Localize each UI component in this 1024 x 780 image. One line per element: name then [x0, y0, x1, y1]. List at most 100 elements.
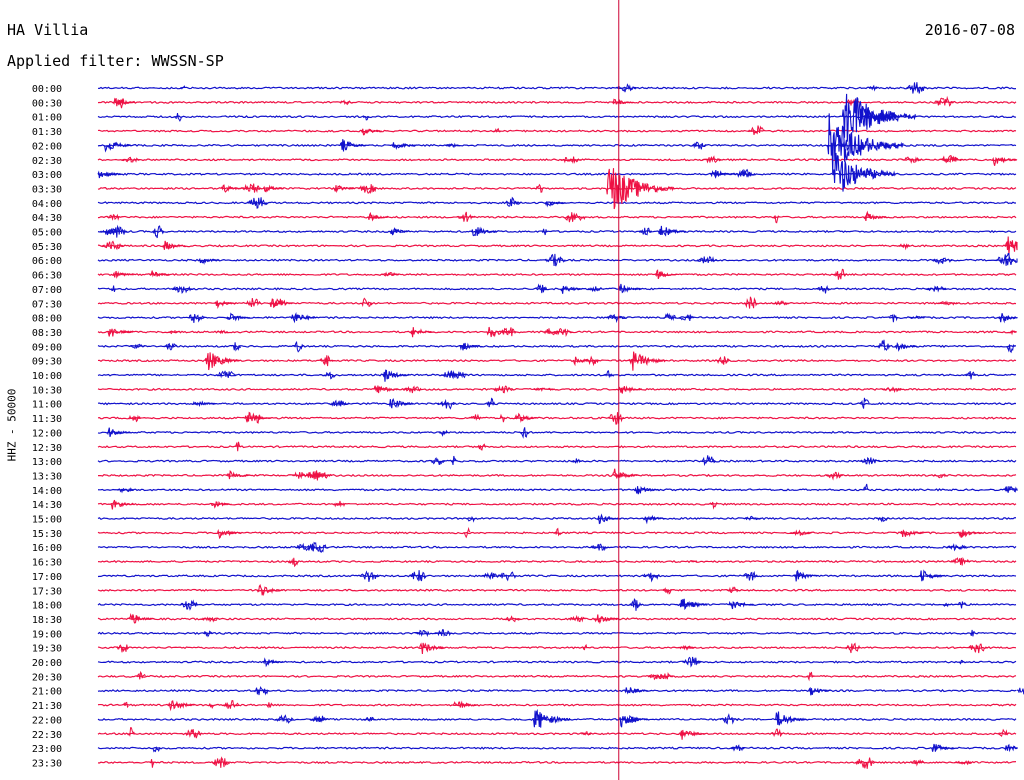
row-label-1600: 16:00	[32, 543, 62, 554]
trace-2330	[97, 760, 1017, 765]
event-1530-26.2	[900, 529, 924, 538]
noise-burst	[743, 296, 758, 309]
trace-0330	[97, 186, 1017, 190]
trace-1200	[97, 430, 1017, 434]
noise-burst	[932, 257, 953, 265]
row-label-1500: 15:00	[32, 515, 62, 526]
seismic-traces	[97, 82, 1024, 769]
event-0530-29.6	[1004, 236, 1018, 255]
noise-burst	[492, 127, 501, 133]
event-1200-0.3	[106, 427, 131, 437]
event-0500-18.3	[658, 225, 687, 237]
event-1500-16.3	[596, 513, 621, 525]
row-label-0500: 05:00	[32, 228, 62, 239]
trace-1330	[97, 473, 1017, 477]
trace-1900	[97, 631, 1017, 635]
noise-burst	[274, 714, 294, 724]
trace-1400	[97, 488, 1017, 492]
noise-burst	[415, 629, 430, 638]
noise-burst	[806, 671, 815, 682]
noise-burst	[910, 759, 925, 767]
noise-burst	[200, 616, 220, 623]
noise-burst	[876, 516, 890, 523]
event-1800-19	[679, 598, 708, 611]
noise-burst	[908, 315, 925, 320]
noise-burst	[552, 327, 574, 338]
noise-burst	[543, 328, 560, 336]
event-1400-17.5	[633, 485, 659, 495]
noise-burst	[957, 601, 967, 609]
row-label-1230: 12:30	[32, 443, 62, 454]
row-label-0700: 07:00	[32, 285, 62, 296]
noise-burst	[504, 196, 521, 207]
row-label-2100: 21:00	[32, 687, 62, 698]
event-0730-5.6	[269, 298, 293, 309]
trace-0900	[97, 344, 1017, 348]
event-1830-16.2	[594, 614, 619, 625]
noise-burst	[950, 556, 972, 566]
row-label-1200: 12:00	[32, 428, 62, 439]
applied-filter: Applied filter: WWSSN-SP	[7, 52, 224, 70]
noise-burst	[585, 355, 599, 367]
trace-0130	[97, 129, 1017, 133]
noise-burst	[581, 731, 593, 736]
noise-burst	[743, 515, 762, 521]
noise-burst	[816, 284, 830, 294]
noise-burst	[128, 414, 141, 423]
row-label-2000: 20:00	[32, 658, 62, 669]
trace-2000	[97, 660, 1017, 664]
event-1400-29.6	[1004, 485, 1018, 493]
trace-1700	[97, 574, 1017, 578]
noise-burst	[789, 529, 812, 537]
row-label-1630: 16:30	[32, 558, 62, 569]
row-label-2200: 22:00	[32, 715, 62, 726]
row-label-1800: 18:00	[32, 601, 62, 612]
event-0330-4	[220, 184, 243, 193]
noise-burst	[438, 429, 449, 437]
noise-burst	[662, 587, 672, 595]
trace-1500	[97, 516, 1017, 521]
event-1530-28.1	[958, 529, 983, 539]
noise-burst	[715, 356, 730, 365]
row-label-0230: 02:30	[32, 156, 62, 167]
noise-burst	[730, 744, 745, 752]
event-0700-15.1	[560, 285, 583, 294]
noise-burst	[541, 228, 548, 236]
noise-burst	[863, 483, 870, 491]
noise-burst	[773, 300, 789, 306]
noise-burst	[937, 300, 959, 306]
trace-1030	[97, 387, 1017, 391]
noise-burst	[709, 501, 718, 510]
noise-burst	[152, 225, 165, 239]
noise-burst	[287, 557, 299, 568]
noise-burst	[946, 543, 967, 552]
noise-burst	[456, 211, 476, 222]
noise-burst	[434, 629, 453, 637]
noise-burst	[208, 702, 216, 710]
noise-burst	[191, 401, 199, 406]
noise-burst	[519, 427, 530, 439]
trace-1600	[97, 545, 1017, 549]
event-1330-6.8	[305, 472, 330, 479]
event-0230-29.2	[992, 156, 1018, 166]
event-0700-17	[618, 283, 642, 294]
row-label-1730: 17:30	[32, 586, 62, 597]
event-2230-19	[679, 729, 705, 740]
noise-burst	[180, 85, 186, 90]
noise-burst	[247, 197, 269, 209]
row-label-0530: 05:30	[32, 242, 62, 253]
trace-0630	[97, 273, 1017, 277]
noise-burst	[906, 82, 927, 94]
noise-burst	[771, 728, 783, 738]
noise-burst	[451, 455, 457, 466]
trace-2230	[97, 732, 1017, 736]
noise-burst	[211, 756, 230, 768]
trace-0030	[97, 100, 1017, 104]
row-label-1830: 18:30	[32, 615, 62, 626]
trace-1100	[97, 402, 1017, 406]
noise-burst	[203, 630, 213, 638]
event-2300-29.6	[1004, 743, 1018, 753]
event-1430-3.7	[210, 501, 232, 509]
event-0300-0	[97, 170, 122, 179]
event-0630-18.2	[655, 269, 678, 280]
